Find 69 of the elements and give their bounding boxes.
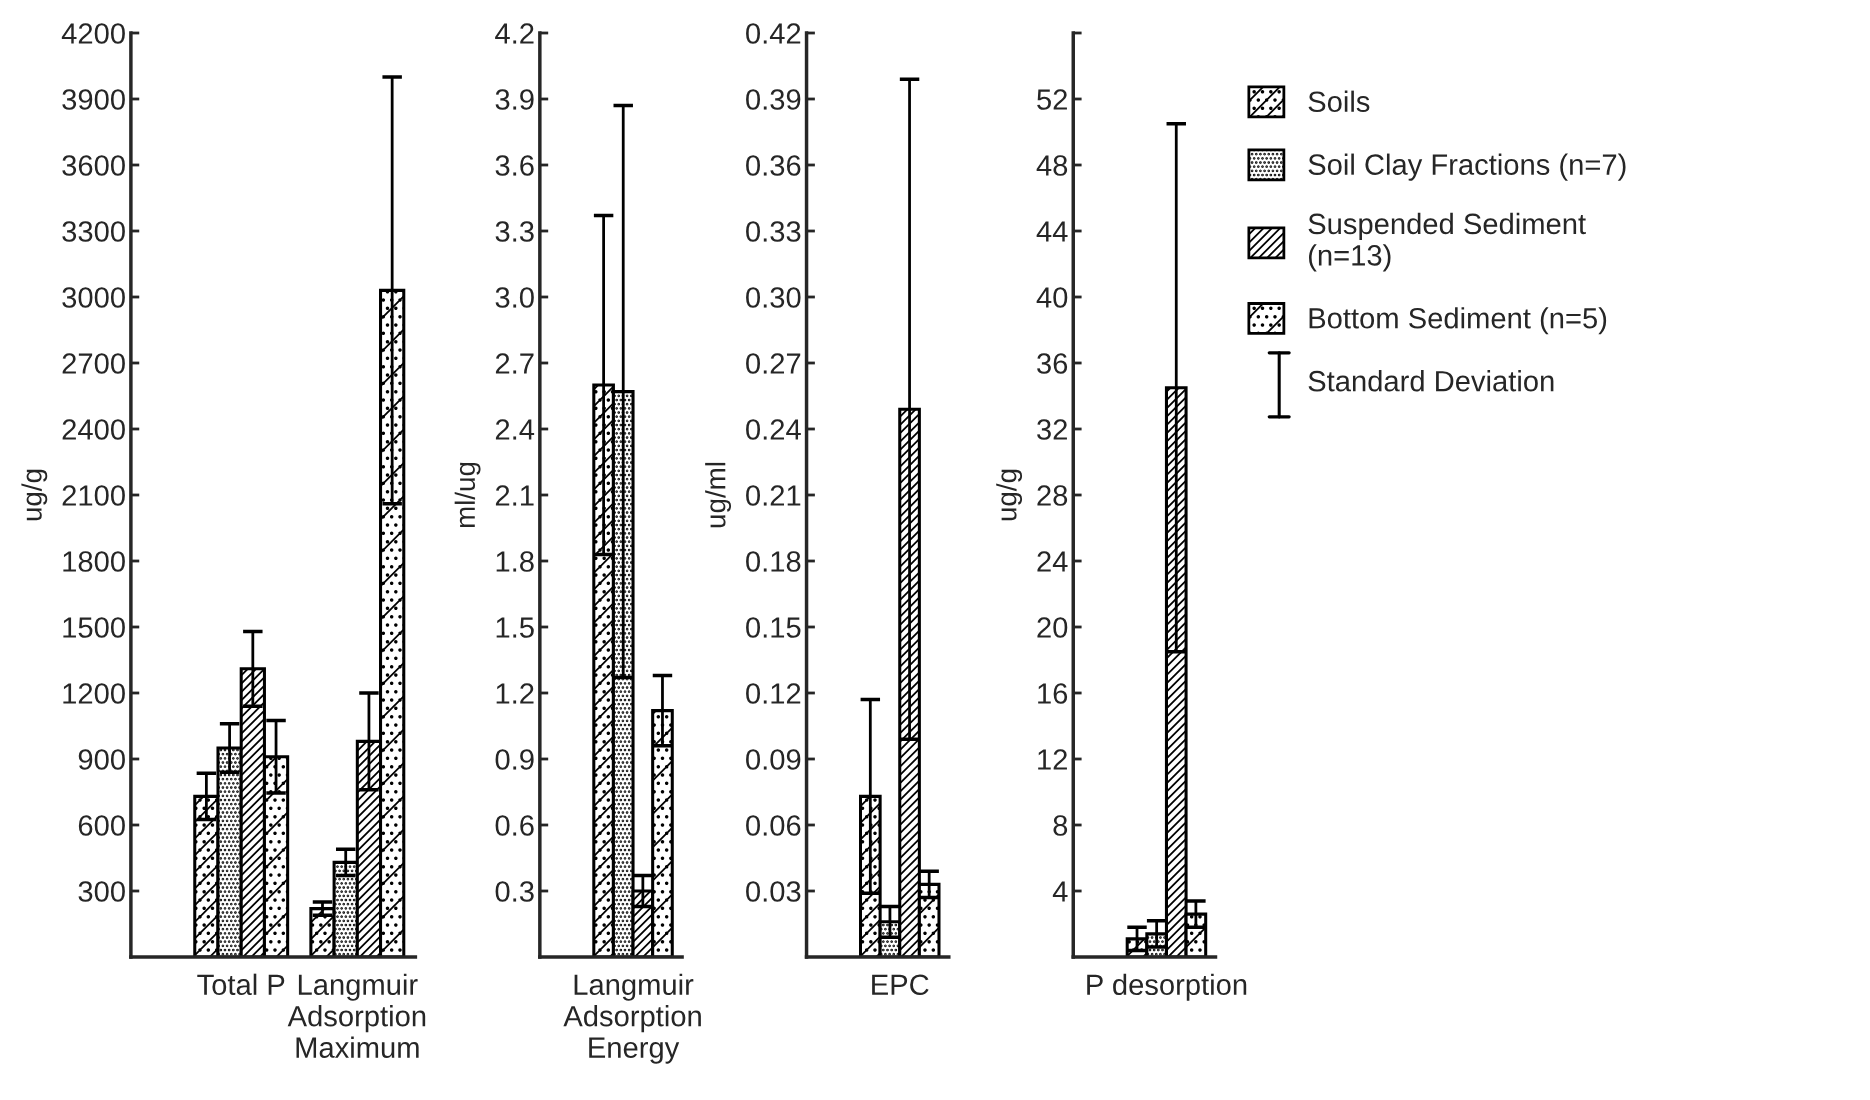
y-tick-label: 600 <box>78 815 125 836</box>
y-tick-label: 1800 <box>63 551 125 572</box>
y-tick-label: 0.42 <box>746 23 801 44</box>
y-tick-label: 44 <box>1036 221 1068 242</box>
y-tick-label: 1.5 <box>496 617 534 638</box>
y-tick-label: 2.7 <box>495 353 534 374</box>
y-tick-label: 24 <box>1037 551 1068 572</box>
y-tick-label: 4200 <box>61 23 125 44</box>
y-tick-label: 2400 <box>62 419 125 440</box>
y-tick-label: 0.6 <box>495 815 534 836</box>
legend-label: Soil Clay Fractions (n=7) <box>1308 153 1626 181</box>
y-axis-title: ug/g <box>996 469 1023 521</box>
y-tick-label: 4 <box>1052 881 1068 902</box>
y-tick-label: 16 <box>1038 683 1068 704</box>
y-tick-label: 0.12 <box>746 683 801 704</box>
y-tick-label: 36 <box>1037 353 1068 374</box>
y-tick-label: 8 <box>1053 815 1068 836</box>
y-tick-label: 1.8 <box>496 551 534 572</box>
y-tick-label: 1.2 <box>496 683 534 704</box>
legend-label: Soils <box>1308 90 1370 113</box>
y-tick-label: 0.36 <box>746 155 801 176</box>
y-tick-label: 2700 <box>62 353 125 374</box>
y-tick-label: 0.33 <box>746 221 801 242</box>
y-tick-label: 1200 <box>63 683 125 704</box>
y-tick-label: 0.30 <box>746 287 801 308</box>
x-tick-label: Langmuir Adsorption Energy <box>563 973 701 1064</box>
y-tick-label: 20 <box>1037 617 1068 638</box>
y-tick-label: 300 <box>78 881 125 902</box>
y-tick-label: 3.3 <box>495 221 534 242</box>
legend-label: Suspended Sediment (n=13) <box>1308 212 1586 272</box>
x-tick-label: Langmuir Adsorption Maximum <box>287 973 426 1058</box>
y-tick-label: 2100 <box>62 485 125 506</box>
legend-label: Bottom Sediment (n=5) <box>1309 307 1607 335</box>
y-tick-label: 3.6 <box>495 155 534 176</box>
y-tick-label: 0.03 <box>746 881 801 902</box>
y-tick-label: 3300 <box>62 221 125 242</box>
y-tick-label: 1500 <box>63 617 125 638</box>
x-tick-label: P desorption <box>1087 973 1247 1001</box>
y-tick-label: 3.9 <box>495 89 534 110</box>
y-tick-label: 0.9 <box>495 749 534 770</box>
y-tick-label: 4.2 <box>495 23 534 44</box>
y-tick-label: 3000 <box>62 287 125 308</box>
y-tick-label: 0.39 <box>746 89 801 110</box>
text: Standard Deviation <box>1308 370 1554 392</box>
y-tick-label: 52 <box>1037 89 1067 110</box>
y-tick-label: 0.18 <box>746 551 801 572</box>
y-tick-label: 28 <box>1037 485 1068 506</box>
y-tick-label: 3600 <box>62 155 125 176</box>
y-tick-label: 0.15 <box>746 617 801 638</box>
y-tick-label: 3.0 <box>495 287 534 308</box>
y-tick-label: 40 <box>1036 287 1068 308</box>
y-tick-label: 0.24 <box>746 419 801 440</box>
y-axis-title: ug/ml <box>705 462 732 528</box>
y-tick-label: 12 <box>1038 749 1067 770</box>
y-tick-label: 48 <box>1036 155 1068 176</box>
y-tick-label: 3900 <box>62 89 125 110</box>
y-tick-label: 0.27 <box>746 353 801 374</box>
y-tick-label: 32 <box>1037 419 1067 440</box>
x-tick-label: EPC <box>872 974 929 996</box>
y-tick-label: 900 <box>78 749 125 770</box>
y-axis-title: ml/ug <box>454 462 481 528</box>
y-tick-label: 0.09 <box>746 749 801 770</box>
y-tick-label: 0.21 <box>746 485 801 506</box>
y-axis-title: ug/g <box>21 469 48 521</box>
x-tick-label: Total P <box>197 973 285 996</box>
y-tick-label: 2.4 <box>495 419 535 440</box>
y-tick-label: 0.3 <box>495 881 534 902</box>
y-tick-label: 2.1 <box>495 485 534 506</box>
y-tick-label: 0.06 <box>746 815 801 836</box>
